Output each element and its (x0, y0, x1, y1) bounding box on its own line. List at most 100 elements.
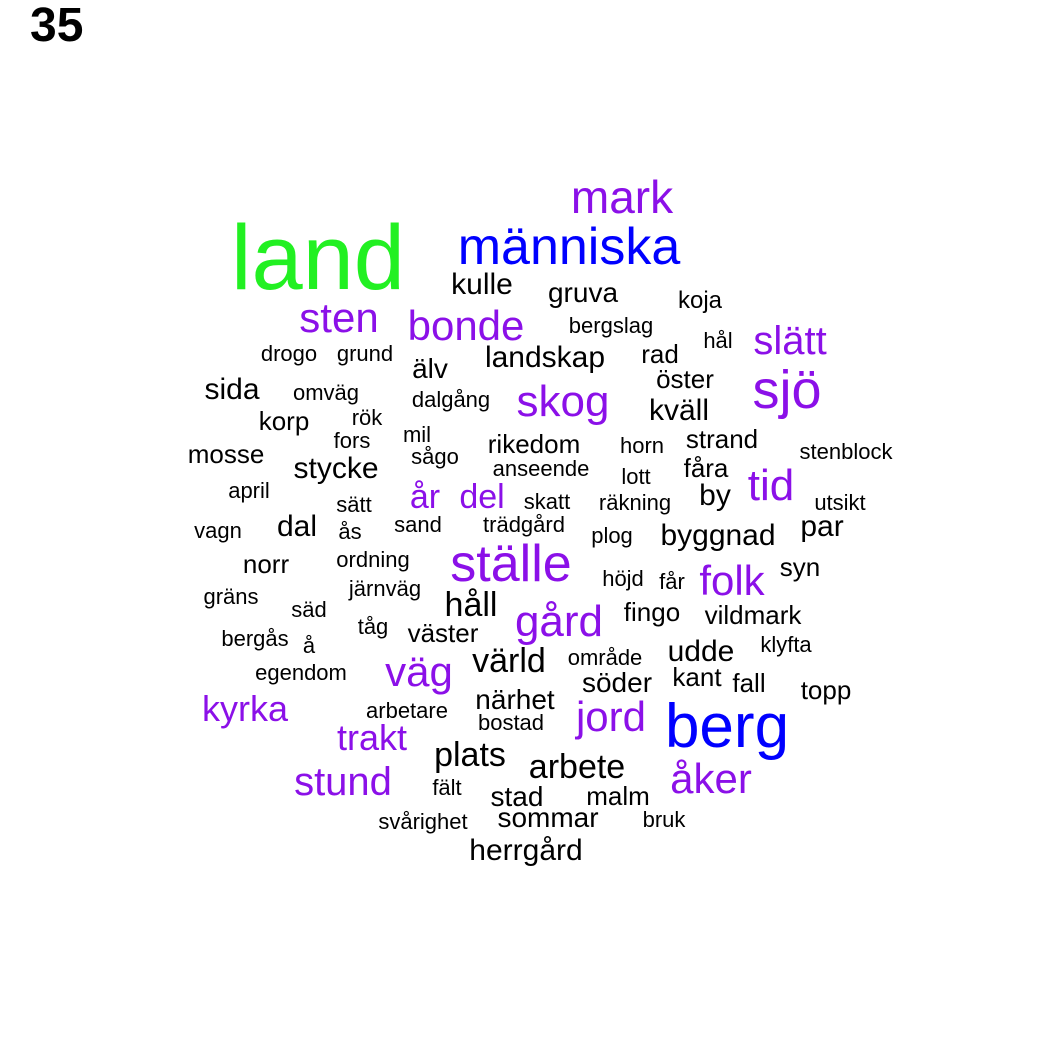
word-fall: fall (732, 668, 766, 698)
word-kulle: kulle (451, 268, 513, 301)
word-stund: stund (294, 760, 392, 804)
word-arbetare: arbetare (366, 698, 448, 723)
word-sida: sida (204, 373, 260, 406)
word-drogo: drogo (260, 341, 318, 366)
word-gård: gård (514, 597, 604, 646)
word-sommar: sommar (497, 802, 599, 833)
word-sand: sand (394, 512, 442, 537)
word-får: får (659, 569, 685, 594)
word-del: del (459, 478, 505, 516)
word-öster: öster (656, 364, 714, 394)
word-bergås: bergås (221, 626, 289, 651)
word-berg: berg (664, 692, 790, 761)
word-par: par (800, 510, 844, 543)
word-ställe: ställe (450, 535, 572, 593)
word-folk: folk (699, 557, 765, 604)
word-lott: lott (621, 464, 651, 489)
word-norr: norr (242, 549, 290, 579)
word-dalgång: dalgång (411, 387, 491, 412)
word-rikedom: rikedom (487, 429, 581, 459)
word-mosse: mosse (187, 439, 265, 469)
word-malm: malm (586, 781, 650, 811)
word-vildmark: vildmark (704, 600, 802, 630)
word-fors: fors (333, 428, 371, 453)
word-skatt: skatt (523, 489, 571, 514)
word-sätt: sätt (336, 492, 372, 517)
word-arbete: arbete (528, 748, 626, 786)
word-by: by (699, 479, 731, 512)
word-stycke: stycke (293, 452, 379, 485)
word-område: område (567, 645, 643, 670)
word-anseende: anseende (492, 456, 590, 481)
word-tåg: tåg (357, 614, 389, 639)
word-rök: rök (351, 405, 383, 430)
word-sjö: sjö (752, 360, 822, 420)
word-kväll: kväll (648, 394, 710, 427)
word-gräns: gräns (203, 584, 259, 609)
word-kyrka: kyrka (201, 688, 289, 729)
word-klyfta: klyfta (760, 632, 812, 657)
word-bonde: bonde (407, 302, 525, 349)
word-egendom: egendom (255, 660, 347, 685)
word-udde: udde (667, 635, 735, 668)
word-väster: väster (407, 618, 479, 648)
word-fingo: fingo (623, 597, 681, 627)
word-bergslag: bergslag (568, 313, 654, 338)
word-stad: stad (490, 781, 544, 812)
word-jord: jord (575, 693, 647, 740)
word-fåra: fåra (683, 453, 729, 483)
word-plog: plog (591, 523, 633, 548)
word-å: å (302, 633, 316, 658)
word-håll: håll (444, 586, 498, 624)
word-år: år (409, 478, 441, 516)
word-väg: väg (385, 648, 453, 695)
word-gruva: gruva (547, 277, 619, 308)
word-sten: sten (299, 294, 379, 341)
word-slätt: slätt (753, 319, 827, 363)
panel-number: 35 (30, 0, 84, 52)
word-ordning: ordning (336, 547, 410, 572)
word-topp: topp (800, 675, 852, 705)
word-rad: rad (641, 339, 679, 369)
word-söder: söder (581, 667, 653, 698)
word-skog: skog (516, 377, 610, 426)
word-åker: åker (670, 755, 752, 802)
word-fält: fält (432, 775, 462, 800)
word-horn: horn (619, 433, 665, 458)
word-svårighet: svårighet (378, 809, 468, 834)
word-bruk: bruk (642, 807, 686, 832)
word-utsikt: utsikt (814, 490, 866, 515)
word-älv: älv (412, 353, 448, 384)
word-värld: värld (472, 642, 546, 680)
word-mil: mil (402, 422, 432, 447)
word-sågo: sågo (411, 444, 459, 469)
word-strand: strand (685, 424, 759, 454)
word-stenblock: stenblock (799, 439, 893, 464)
word-landskap: landskap (484, 341, 606, 374)
word-säd: säd (291, 597, 327, 622)
word-bostad: bostad (477, 710, 545, 735)
word-närhet: närhet (475, 684, 555, 715)
word-trakt: trakt (336, 717, 408, 758)
word-april: april (228, 478, 270, 503)
word-plats: plats (434, 736, 506, 774)
word-syn: syn (779, 552, 821, 582)
word-koja: koja (677, 287, 723, 314)
word-dal: dal (276, 510, 318, 543)
word-mark: mark (570, 171, 674, 223)
word-land: land (231, 207, 405, 309)
word-vagn: vagn (194, 518, 242, 543)
word-korp: korp (258, 406, 310, 436)
word-grund: grund (336, 341, 394, 366)
word-trädgård: trädgård (483, 512, 565, 537)
word-räkning: räkning (598, 490, 672, 515)
word-hål: hål (703, 328, 733, 353)
word-järnväg: järnväg (348, 576, 422, 601)
word-kant: kant (672, 662, 722, 692)
word-herrgård: herrgård (469, 834, 583, 867)
word-omväg: omväg (292, 380, 360, 405)
word-ås: ås (338, 519, 362, 544)
word-tid: tid (747, 461, 795, 510)
